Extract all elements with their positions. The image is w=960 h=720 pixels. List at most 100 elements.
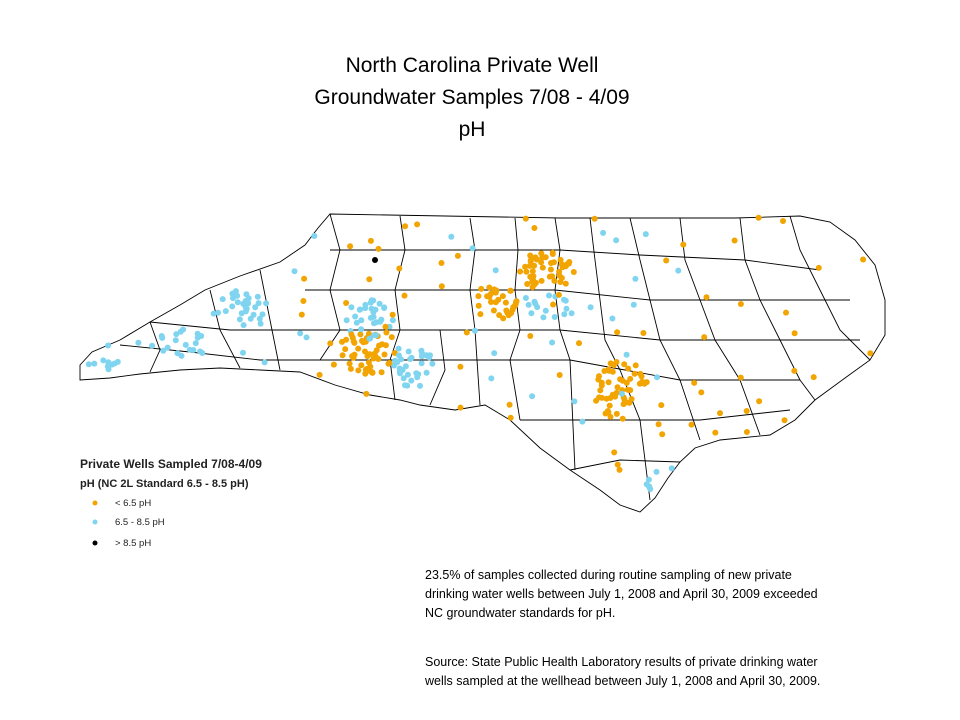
sample-point [540, 314, 547, 321]
sample-point [351, 351, 358, 358]
sample-point [240, 322, 247, 329]
sample-point [105, 342, 112, 349]
sample-point [135, 339, 142, 346]
sample-point [538, 250, 545, 257]
sample-point [229, 303, 236, 310]
sample-point [562, 280, 569, 287]
sample-point [173, 331, 180, 338]
sample-point [551, 277, 558, 284]
sample-point [576, 340, 582, 347]
sample-point [164, 344, 171, 351]
sample-point [623, 351, 630, 358]
sample-point [605, 379, 612, 386]
sample-point [355, 345, 362, 352]
sample-point [298, 311, 305, 318]
sample-point [675, 267, 682, 274]
sample-point [180, 326, 187, 333]
sample-point [395, 345, 402, 352]
sample-point [343, 317, 350, 324]
sample-point [355, 367, 362, 374]
legend-subtitle: pH (NC 2L Standard 6.5 - 8.5 pH) [80, 478, 249, 490]
sample-point [362, 366, 369, 373]
sample-point [636, 380, 643, 387]
sample-point [257, 320, 264, 327]
sample-point [791, 330, 798, 337]
sample-point [566, 259, 573, 265]
sample-point [810, 374, 817, 381]
sample-point [394, 359, 401, 366]
sample-point [419, 350, 426, 357]
sample-point [517, 268, 524, 275]
sample-point [198, 333, 205, 339]
sample-point [549, 273, 556, 280]
sample-point [655, 421, 662, 428]
sample-point [491, 350, 498, 357]
sample-point [607, 360, 614, 367]
sample-point [600, 229, 607, 236]
sample-point [493, 287, 500, 294]
state-outline [79, 213, 886, 513]
sample-point [559, 264, 566, 271]
sample-point [160, 347, 167, 354]
sample-point [429, 360, 436, 367]
sample-point [663, 257, 670, 264]
sample-point [346, 360, 353, 367]
sample-point [339, 352, 346, 359]
sample-point [555, 291, 562, 298]
sample-point [256, 315, 263, 322]
sample-point [300, 298, 307, 304]
map [79, 213, 886, 513]
legend-title: Private Wells Sampled 7/08-4/09 [80, 457, 262, 471]
sample-point [490, 307, 497, 314]
sample-point [533, 256, 540, 263]
sample-point [618, 390, 625, 397]
sample-point [625, 365, 632, 372]
title-line: Groundwater Samples 7/08 - 4/09 [314, 86, 629, 109]
sample-point [549, 249, 556, 256]
sample-point [640, 330, 647, 336]
sample-point [418, 360, 425, 367]
sample-point [247, 315, 254, 322]
title-line: pH [459, 118, 486, 141]
legend-swatch [92, 519, 98, 525]
sample-point [561, 311, 568, 318]
sample-point [261, 359, 268, 366]
sample-point [524, 281, 531, 287]
sample-point [415, 371, 422, 378]
sample-point [598, 382, 605, 389]
sample-point [245, 300, 252, 307]
sample-point [408, 354, 415, 361]
sample-point [613, 237, 620, 244]
sample-point [91, 360, 98, 367]
sample-point [234, 292, 241, 299]
sample-point [475, 293, 482, 300]
sample-point [408, 377, 415, 384]
sample-point [601, 368, 608, 374]
note-line: 23.5% of samples collected during routin… [425, 568, 792, 582]
sample-point [414, 221, 421, 228]
sample-point [538, 259, 545, 266]
sample-point [487, 290, 494, 297]
sample-point [645, 476, 652, 483]
sample-point [623, 379, 630, 386]
sample-point [551, 314, 558, 320]
sample-point [104, 363, 111, 370]
sample-point [527, 252, 534, 259]
sample-point [389, 311, 396, 318]
sample-point [596, 394, 603, 401]
sample-point [712, 429, 719, 436]
title-line: North Carolina Private Well [346, 54, 599, 77]
sample-point [330, 361, 337, 368]
sample-point [363, 390, 370, 397]
sample-point [263, 300, 270, 307]
sample-point [457, 404, 464, 411]
sample-point [621, 396, 628, 403]
sample-point [402, 363, 409, 370]
sample-point [371, 332, 377, 339]
note-line: drinking water wells between July 1, 200… [425, 587, 818, 601]
sample-point [240, 300, 247, 307]
sample-point [614, 329, 621, 336]
sample-point [780, 218, 786, 224]
sample-point [668, 465, 675, 472]
sample-point [348, 331, 355, 338]
